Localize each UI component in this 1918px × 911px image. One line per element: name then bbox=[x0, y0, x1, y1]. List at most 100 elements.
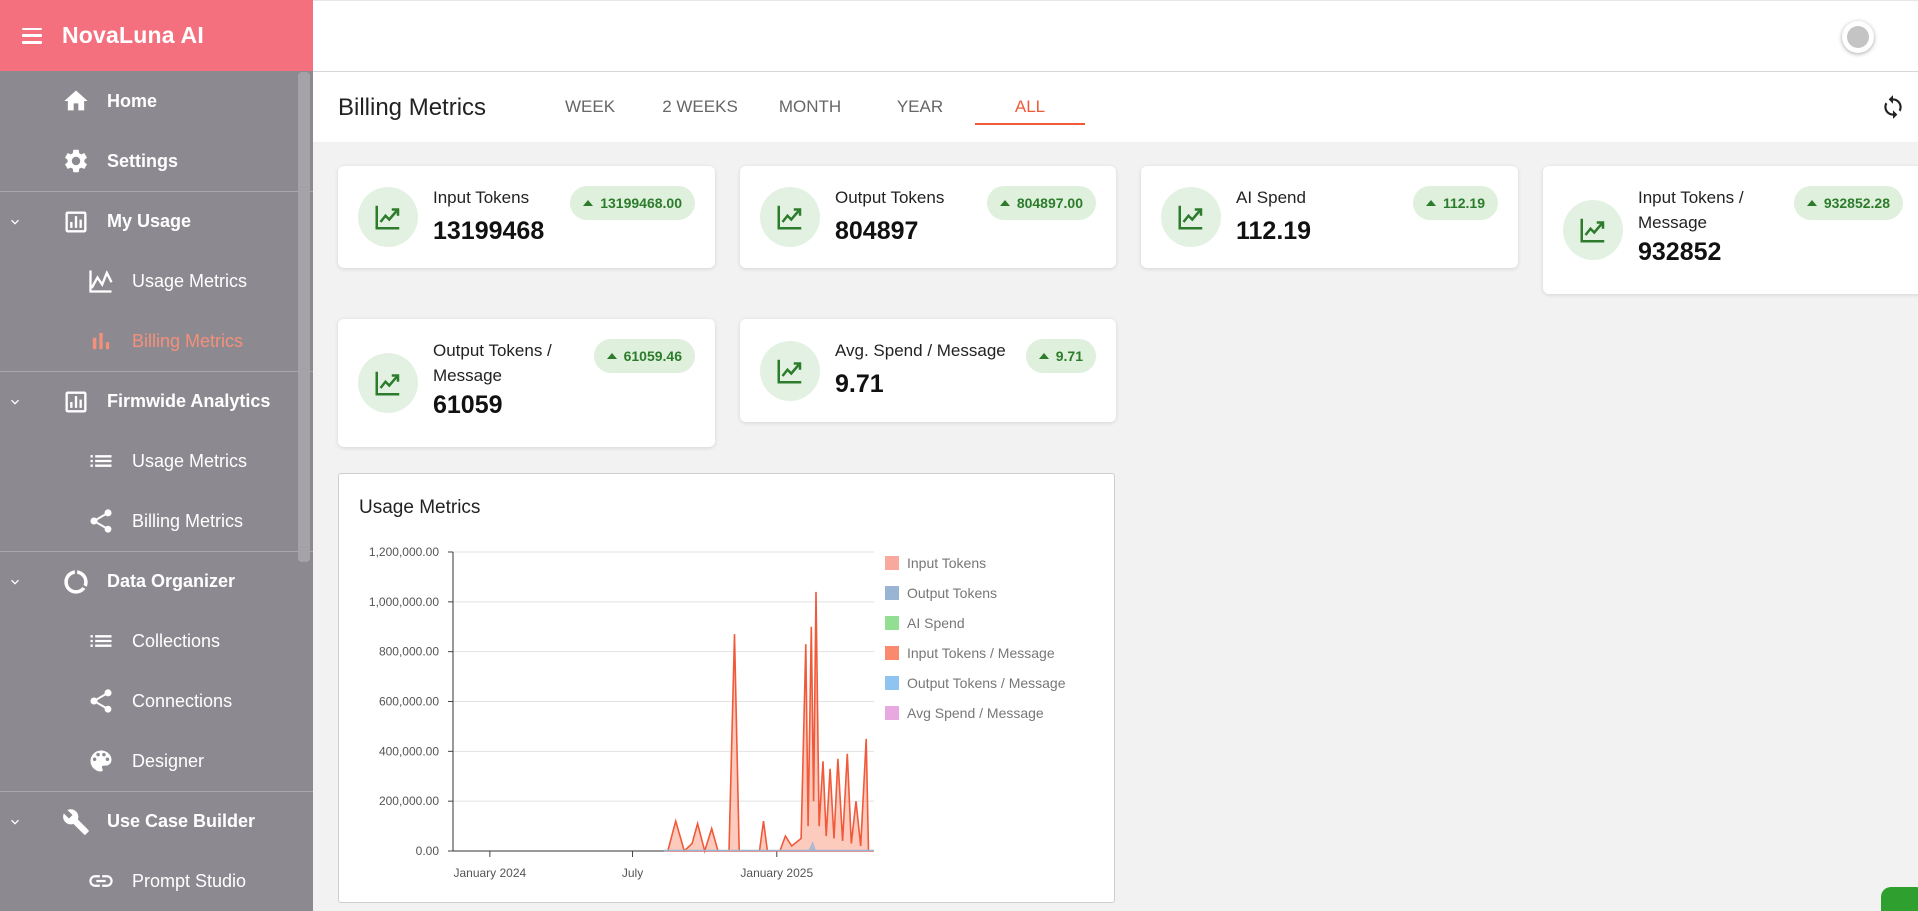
metric-change-badge: 13199468.00 bbox=[570, 186, 695, 220]
metric-change-value: 112.19 bbox=[1442, 195, 1485, 211]
chevron-down-icon[interactable] bbox=[7, 214, 23, 230]
legend-label: Output Tokens / Message bbox=[907, 675, 1066, 691]
y-tick-label: 0.00 bbox=[416, 844, 440, 858]
metric-change-badge: 804897.00 bbox=[986, 186, 1096, 220]
arrow-up-icon bbox=[1806, 200, 1817, 206]
chart-title: Usage Metrics bbox=[359, 497, 481, 518]
sidebar-item-label: Firmwide Analytics bbox=[107, 391, 271, 411]
bar-chart-box-icon bbox=[65, 391, 87, 412]
x-tick-label: January 2025 bbox=[740, 866, 813, 880]
metric-label: Avg. Spend / Message bbox=[835, 341, 1006, 360]
metric-label: Input Tokens bbox=[433, 188, 530, 207]
metric-label: Output Tokens / Message bbox=[433, 341, 552, 385]
series-area-input-tokens-message bbox=[666, 591, 874, 854]
tab-week[interactable]: WEEK bbox=[564, 97, 616, 116]
sidebar-item-label: Billing Metrics bbox=[132, 330, 244, 351]
metric-change-value: 9.71 bbox=[1055, 348, 1083, 364]
sidebar: NovaLuna AI Home Settings My Usage Usage Me… bbox=[0, 0, 313, 911]
link-icon bbox=[89, 875, 113, 887]
sidebar-item-billing-metrics[interactable]: Billing Metrics bbox=[0, 311, 313, 371]
trending-up-icon bbox=[777, 205, 802, 230]
refresh-icon[interactable] bbox=[1880, 94, 1906, 120]
page-header: Billing Metrics WEEK 2 WEEKS MONTH YEAR ALL bbox=[313, 72, 1918, 142]
y-tick-label: 600,000.00 bbox=[379, 695, 439, 709]
chevron-down-icon[interactable] bbox=[7, 574, 23, 590]
x-tick-label: July bbox=[622, 866, 643, 880]
metric-change-value: 804897.00 bbox=[1016, 195, 1083, 211]
sidebar-nav: Home Settings My Usage Usage Metrics Billing… bbox=[0, 71, 313, 911]
sidebar-item-use-case-builder[interactable]: Use Case Builder bbox=[0, 791, 313, 851]
legend-label: Avg Spend / Message bbox=[907, 705, 1044, 721]
tab-year[interactable]: YEAR bbox=[896, 97, 944, 116]
line-chart-icon bbox=[89, 269, 113, 293]
theme-toggle[interactable] bbox=[1842, 21, 1874, 53]
arrow-up-icon bbox=[583, 200, 594, 206]
page-title: Billing Metrics bbox=[338, 94, 487, 121]
chevron-down-icon[interactable] bbox=[7, 814, 23, 830]
y-tick-label: 400,000.00 bbox=[379, 744, 439, 758]
legend-swatch bbox=[885, 616, 899, 630]
trending-up-icon-circle bbox=[1161, 187, 1221, 247]
x-tick-label: January 2024 bbox=[453, 866, 526, 880]
trending-up-icon-circle bbox=[760, 187, 820, 247]
sidebar-item-label: Designer bbox=[132, 750, 205, 771]
usage-metrics-chart: 1,200,000.00 1,000,000.00 800,000.00 600,00… bbox=[369, 545, 1066, 880]
metric-value: 13199468 bbox=[433, 217, 545, 245]
sidebar-item-data-organizer[interactable]: Data Organizer bbox=[0, 551, 313, 611]
sidebar-item-connections[interactable]: Connections bbox=[0, 671, 313, 731]
usage-metrics-chart-card: Usage Metrics 1,200,000.00 1,000,000.00 80… bbox=[338, 473, 1115, 903]
gear-icon bbox=[65, 149, 87, 173]
sidebar-item-label: Data Organizer bbox=[107, 571, 236, 591]
arrow-up-icon bbox=[1038, 353, 1049, 359]
chevron-down-icon[interactable] bbox=[7, 394, 23, 410]
metric-label: Input Tokens / Message bbox=[1638, 188, 1744, 232]
metric-card-avg-spend-message: Avg. Spend / Message 9.71 9.71 bbox=[740, 319, 1116, 422]
sidebar-item-label: Settings bbox=[107, 150, 179, 171]
sidebar-item-label: Connections bbox=[132, 690, 233, 711]
sidebar-item-designer[interactable]: Designer bbox=[0, 731, 313, 791]
sidebar-item-home[interactable]: Home bbox=[0, 71, 313, 131]
trending-up-icon-circle bbox=[358, 353, 418, 413]
sidebar-item-label: Collections bbox=[132, 630, 221, 651]
list-icon bbox=[90, 455, 112, 467]
y-tick-label: 800,000.00 bbox=[379, 645, 439, 659]
metric-change-badge: 9.71 bbox=[1025, 339, 1096, 373]
arrow-up-icon bbox=[1425, 200, 1436, 206]
legend-swatch bbox=[885, 646, 899, 660]
metric-change-badge: 112.19 bbox=[1412, 186, 1498, 220]
metric-label: AI Spend bbox=[1236, 188, 1306, 207]
legend-label: Output Tokens bbox=[907, 585, 997, 601]
donut-icon bbox=[64, 569, 88, 594]
sidebar-item-usage-metrics[interactable]: Usage Metrics bbox=[0, 251, 313, 311]
tab-all[interactable]: ALL bbox=[975, 72, 1085, 142]
trending-up-icon bbox=[1178, 205, 1203, 230]
sidebar-item-collections[interactable]: Collections bbox=[0, 611, 313, 671]
sidebar-item-label: Home bbox=[107, 90, 158, 111]
trending-up-icon-circle bbox=[358, 187, 418, 247]
home-icon bbox=[64, 90, 88, 111]
metric-change-value: 61059.46 bbox=[623, 348, 682, 364]
help-fab[interactable] bbox=[1881, 887, 1918, 911]
hamburger-menu-icon[interactable] bbox=[22, 27, 42, 44]
trending-up-icon-circle bbox=[1563, 200, 1623, 260]
sidebar-item-billing-metrics[interactable]: Billing Metrics bbox=[0, 491, 313, 551]
sidebar-scrollbar[interactable] bbox=[298, 72, 310, 562]
trending-up-icon bbox=[375, 205, 400, 230]
sidebar-item-label: Usage Metrics bbox=[132, 450, 248, 471]
sidebar-item-my-usage[interactable]: My Usage bbox=[0, 191, 313, 251]
sidebar-item-settings[interactable]: Settings bbox=[0, 131, 313, 191]
sidebar-item-label: Use Case Builder bbox=[107, 811, 256, 831]
top-bar bbox=[313, 0, 1918, 72]
metric-value: 932852 bbox=[1638, 238, 1722, 266]
legend-swatch bbox=[885, 556, 899, 570]
series-area-output-tokens bbox=[808, 841, 816, 851]
tab-month[interactable]: MONTH bbox=[778, 97, 842, 116]
tab-2-weeks[interactable]: 2 WEEKS bbox=[662, 97, 738, 116]
sidebar-item-prompt-studio[interactable]: Prompt Studio bbox=[0, 851, 313, 911]
metric-change-value: 13199468.00 bbox=[600, 195, 682, 211]
sidebar-item-usage-metrics[interactable]: Usage Metrics bbox=[0, 431, 313, 491]
sidebar-item-firmwide-analytics[interactable]: Firmwide Analytics bbox=[0, 371, 313, 431]
y-tick-label: 200,000.00 bbox=[379, 794, 439, 808]
trending-up-icon bbox=[1580, 218, 1605, 243]
metric-value: 61059 bbox=[433, 391, 503, 419]
